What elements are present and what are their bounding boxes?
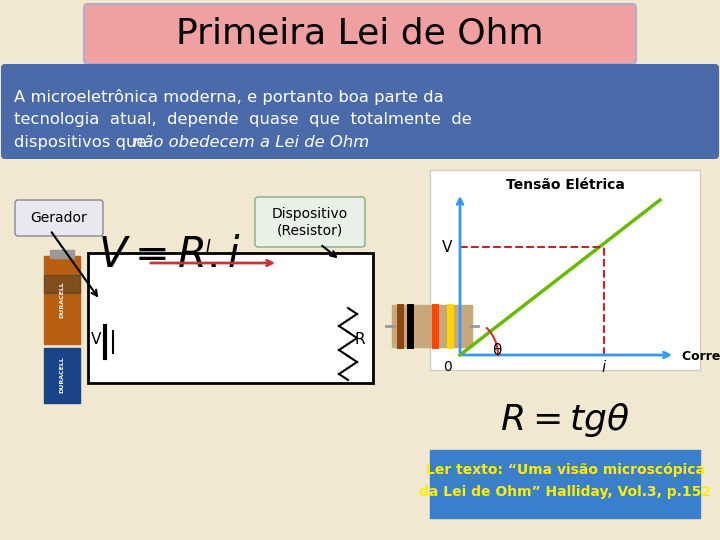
Text: não obedecem a Lei de Ohm: não obedecem a Lei de Ohm xyxy=(133,135,369,150)
Text: Ler texto: “Uma visão microscópica: Ler texto: “Uma visão microscópica xyxy=(426,463,704,477)
Text: Gerador: Gerador xyxy=(31,211,87,225)
Bar xyxy=(44,256,80,344)
Bar xyxy=(392,305,472,347)
Text: V: V xyxy=(91,333,102,348)
Bar xyxy=(430,170,700,370)
Text: θ: θ xyxy=(492,343,501,358)
Text: Primeira Lei de Ohm: Primeira Lei de Ohm xyxy=(176,17,544,51)
Text: i: i xyxy=(602,360,606,375)
Bar xyxy=(430,450,700,518)
Text: R: R xyxy=(355,333,366,348)
FancyBboxPatch shape xyxy=(255,197,365,247)
Text: DURACELL: DURACELL xyxy=(60,281,65,319)
Text: $R = tg\theta$: $R = tg\theta$ xyxy=(500,401,630,439)
FancyBboxPatch shape xyxy=(15,200,103,236)
Text: DURACELL: DURACELL xyxy=(60,356,65,394)
Text: V: V xyxy=(441,240,452,254)
FancyBboxPatch shape xyxy=(1,64,719,159)
Text: $V = R.i$: $V = R.i$ xyxy=(99,234,242,276)
FancyBboxPatch shape xyxy=(84,4,636,64)
Text: Dispositivo
(Resistor): Dispositivo (Resistor) xyxy=(272,207,348,237)
Text: I: I xyxy=(206,238,210,256)
Bar xyxy=(44,275,80,293)
Bar xyxy=(88,253,373,383)
Bar xyxy=(50,250,74,258)
Text: 0: 0 xyxy=(444,360,452,374)
Text: Corrente Elétrica: Corrente Elétrica xyxy=(682,350,720,363)
Text: A microeletrônica moderna, e portanto boa parte da: A microeletrônica moderna, e portanto bo… xyxy=(14,89,444,105)
Text: dispositivos que: dispositivos que xyxy=(14,135,152,150)
Text: Tensão Elétrica: Tensão Elétrica xyxy=(505,178,624,192)
Text: da Lei de Ohm” Halliday, Vol.3, p.152: da Lei de Ohm” Halliday, Vol.3, p.152 xyxy=(419,485,711,499)
Text: tecnologia  atual,  depende  quase  que  totalmente  de: tecnologia atual, depende quase que tota… xyxy=(14,112,472,127)
Bar xyxy=(44,348,80,403)
Text: .: . xyxy=(358,135,363,150)
